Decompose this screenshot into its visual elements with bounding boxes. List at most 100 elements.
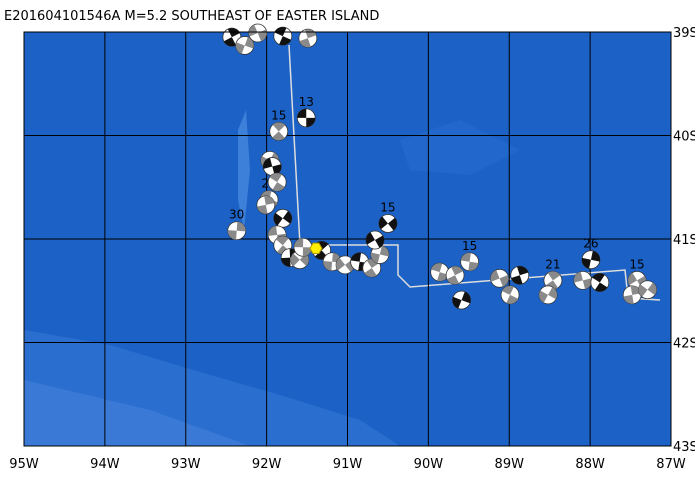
lon-tick-label: 87W [656, 457, 686, 472]
focal-mechanism [445, 265, 465, 285]
compressional-quadrant [592, 273, 605, 283]
compressional-quadrant [647, 282, 657, 296]
focal-mechanism [365, 230, 385, 250]
focal-mechanism: 13 [296, 95, 316, 128]
focal-mechanism: 15 [269, 108, 289, 141]
map-frame [23, 31, 672, 447]
compressional-quadrant [268, 225, 278, 236]
ridge [400, 120, 520, 175]
compressional-quadrant [302, 247, 313, 257]
compressional-quadrant [336, 257, 346, 271]
lat-tick-label: 42S [673, 337, 695, 352]
compressional-quadrant [275, 236, 289, 246]
compressional-quadrant [299, 38, 311, 48]
compressional-quadrant [227, 28, 240, 38]
depth-label: 15 [380, 200, 395, 214]
depth-label: 30 [229, 208, 244, 222]
focal-mechanism [248, 23, 268, 43]
depth-label: 26 [583, 237, 598, 251]
depth-label: 15 [462, 239, 477, 253]
seafloor [24, 380, 250, 446]
compressional-quadrant [379, 245, 389, 257]
focal-mechanism [452, 290, 471, 310]
focal-mechanism [235, 36, 255, 55]
compressional-quadrant [263, 157, 273, 169]
compressional-quadrant [364, 267, 377, 277]
focal-mechanism [298, 28, 318, 48]
lon-tick-label: 94W [90, 457, 120, 472]
focal-mechanism [262, 157, 282, 176]
compressional-quadrant [501, 285, 514, 295]
compressional-quadrant [236, 221, 246, 232]
compressional-quadrant [594, 282, 608, 292]
compressional-quadrant [446, 275, 460, 285]
focal-mechanism [638, 280, 657, 300]
compressional-quadrant [623, 294, 634, 304]
lat-tick-label: 40S [673, 130, 695, 145]
lat-tick-label: 41S [673, 233, 695, 248]
focal-mechanism [370, 245, 390, 264]
compressional-quadrant [581, 257, 591, 269]
focal-mechanism: 30 [227, 208, 247, 241]
focal-mechanism [273, 208, 293, 228]
focal-mechanism [573, 270, 593, 290]
focal-mechanism [590, 273, 610, 292]
focal-mechanism [273, 26, 293, 46]
compressional-quadrant [273, 213, 283, 226]
compressional-quadrant [370, 252, 380, 264]
compressional-quadrant [264, 195, 275, 205]
compressional-quadrant [451, 266, 464, 276]
compressional-quadrant [539, 290, 549, 303]
lat-tick-label: 39S [673, 26, 695, 41]
compressional-quadrant [235, 42, 245, 54]
compressional-quadrant [461, 291, 471, 304]
focal-mechanism: 15 [378, 200, 398, 233]
compressional-quadrant [548, 287, 558, 300]
depth-label: 15 [629, 257, 644, 271]
focal-mechanism: 15 [460, 239, 480, 272]
compressional-quadrant [281, 257, 291, 267]
compressional-quadrant [248, 24, 258, 37]
lon-tick-label: 89W [495, 457, 525, 472]
compressional-quadrant [547, 271, 561, 281]
compressional-quadrant [299, 253, 309, 266]
lon-tick-label: 88W [575, 457, 605, 472]
compressional-quadrant [282, 211, 292, 224]
compressional-quadrant [290, 253, 300, 267]
focal-mechanism [500, 285, 520, 305]
compressional-quadrant [350, 252, 362, 262]
compressional-quadrant [573, 271, 583, 283]
compressional-quadrant [499, 274, 509, 287]
compressional-quadrant [378, 216, 388, 230]
compressional-quadrant [490, 269, 500, 282]
compressional-quadrant [506, 294, 519, 304]
compressional-quadrant [638, 284, 648, 297]
focal-mechanism: 21 [543, 257, 563, 290]
compressional-quadrant [452, 296, 462, 309]
compressional-quadrant [460, 252, 471, 262]
compressional-quadrant [387, 217, 397, 231]
compressional-quadrant [468, 261, 479, 271]
compressional-quadrant [582, 278, 592, 290]
lon-tick-label: 92W [252, 457, 282, 472]
compressional-quadrant [272, 131, 285, 141]
depth-label: 13 [299, 95, 314, 109]
compressional-quadrant [227, 230, 237, 240]
compressional-quadrant [272, 182, 285, 192]
compressional-quadrant [297, 108, 307, 118]
compressional-quadrant [272, 164, 282, 176]
depth-label: 21 [545, 257, 560, 271]
compressional-quadrant [306, 117, 316, 127]
focal-mechanism [256, 195, 276, 215]
compressional-quadrant [516, 266, 529, 276]
ridge [238, 110, 250, 230]
compressional-quadrant [323, 260, 333, 271]
compressional-quadrant [431, 263, 443, 273]
focal-mechanism [335, 255, 355, 275]
compressional-quadrant [374, 235, 384, 248]
compressional-quadrant [256, 204, 268, 214]
lon-tick-label: 90W [414, 457, 444, 472]
depth-label: 15 [271, 108, 286, 122]
compressional-quadrant [511, 275, 523, 285]
map-title: E201604101546A M=5.2 SOUTHEAST OF EASTER… [4, 9, 379, 24]
